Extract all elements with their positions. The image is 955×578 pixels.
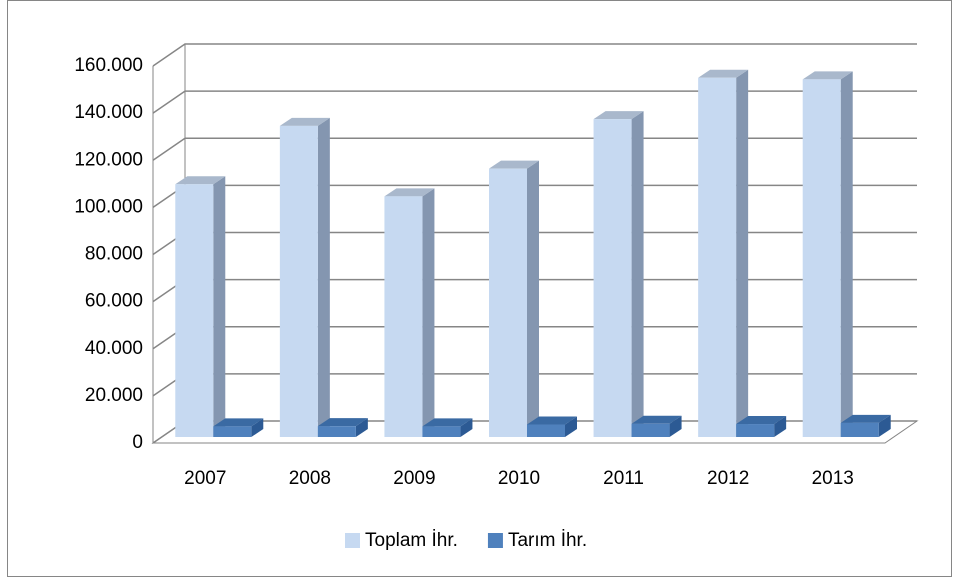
bar-side	[317, 117, 330, 438]
y-tick-label: 0	[132, 432, 143, 453]
bar-top	[279, 117, 330, 126]
bar	[213, 426, 252, 437]
bar-side	[527, 160, 539, 437]
x-tick-label: 2010	[498, 468, 540, 489]
grid-line	[152, 43, 917, 67]
y-tick-label: 140.000	[74, 102, 143, 123]
y-tick-label: 100.000	[74, 196, 143, 217]
bar	[279, 125, 318, 438]
bar-side	[878, 414, 891, 437]
bar	[422, 426, 461, 437]
bar-top	[317, 418, 368, 427]
bar	[527, 424, 565, 437]
bar-side	[669, 415, 682, 437]
x-tick-label: 2009	[393, 468, 435, 489]
y-tick-label: 120.000	[74, 149, 143, 170]
bar-side	[736, 69, 749, 437]
bar-top	[802, 71, 853, 80]
bar-top	[489, 160, 539, 169]
bar	[489, 168, 527, 437]
legend-label: Toplam İhr.	[365, 530, 458, 551]
bar	[802, 79, 841, 437]
bar-side	[213, 176, 226, 437]
x-tick-label: 2013	[812, 468, 854, 489]
legend-label: Tarım İhr.	[508, 530, 587, 551]
grid-line	[152, 90, 917, 114]
bar-top	[422, 418, 473, 427]
bar	[384, 196, 423, 437]
x-tick-label: 2012	[707, 468, 749, 489]
y-tick-label: 60.000	[85, 291, 143, 312]
x-tick-label: 2007	[184, 468, 226, 489]
bar-top	[698, 69, 749, 78]
x-tick-label: 2008	[289, 468, 331, 489]
bar-top	[213, 418, 264, 427]
bar-side	[840, 71, 853, 437]
bar-top	[175, 176, 226, 185]
bar-side	[774, 416, 787, 437]
bar-top	[736, 416, 787, 425]
bar-top	[631, 415, 682, 424]
legend-swatch	[345, 533, 360, 548]
bar-side	[422, 188, 435, 437]
bar-top	[840, 414, 891, 423]
bar	[317, 426, 356, 437]
chart-border	[7, 0, 952, 577]
legend-swatch	[487, 533, 503, 548]
bar	[631, 423, 670, 437]
bar-side	[631, 111, 644, 438]
bar-top	[384, 188, 435, 197]
bar	[175, 184, 214, 437]
bar-top	[593, 111, 644, 120]
y-tick-label: 40.000	[85, 338, 143, 359]
bar-side	[565, 416, 577, 437]
y-tick-label: 20.000	[85, 385, 143, 406]
grid-line	[152, 137, 917, 161]
y-tick-label: 80.000	[85, 244, 143, 265]
bar	[698, 77, 737, 437]
x-tick-label: 2011	[603, 468, 644, 489]
bar-side	[355, 418, 368, 437]
bar-top	[527, 416, 577, 425]
bar	[840, 422, 879, 437]
bar	[593, 119, 632, 438]
bar	[736, 424, 775, 437]
bar-side	[460, 418, 473, 437]
y-tick-label: 160.000	[74, 55, 143, 76]
bar-side	[251, 418, 264, 437]
